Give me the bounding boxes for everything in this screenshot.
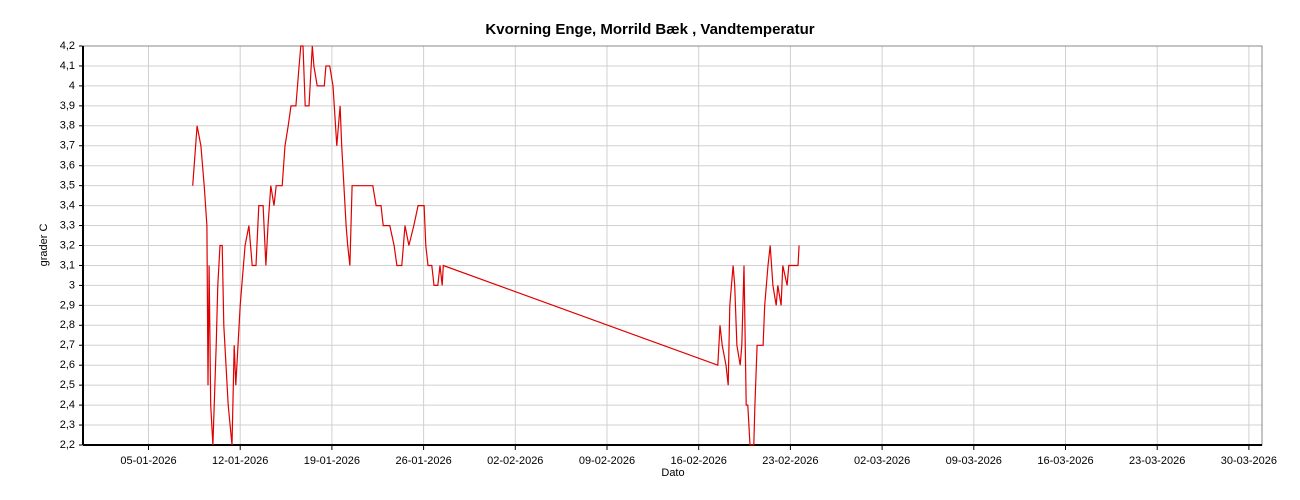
x-tick-label: 23-02-2026 xyxy=(762,455,818,467)
y-tick-label: 2,4 xyxy=(60,399,75,411)
y-tick-label: 4,2 xyxy=(60,40,75,52)
x-tick-label: 16-02-2026 xyxy=(671,455,727,467)
x-tick-label: 09-02-2026 xyxy=(579,455,635,467)
y-tick-label: 3,8 xyxy=(60,120,75,132)
y-axis-label: grader C xyxy=(38,224,50,267)
y-tick-label: 2,3 xyxy=(60,419,75,431)
y-tick-label: 3,4 xyxy=(60,200,75,212)
x-tick-label: 12-01-2026 xyxy=(212,455,268,467)
y-tick-label: 2,7 xyxy=(60,339,75,351)
x-axis-label: Dato xyxy=(661,467,684,479)
y-tick-label: 4,1 xyxy=(60,60,75,72)
x-tick-label: 19-01-2026 xyxy=(304,455,360,467)
x-tick-label: 26-01-2026 xyxy=(395,455,451,467)
y-tick-label: 3,3 xyxy=(60,219,75,231)
y-tick-label: 3,5 xyxy=(60,180,75,192)
chart-title: Kvorning Enge, Morrild Bæk , Vandtempera… xyxy=(485,21,814,38)
y-tick-label: 2,9 xyxy=(60,299,75,311)
x-tick-label: 30-03-2026 xyxy=(1221,455,1277,467)
x-tick-label: 09-03-2026 xyxy=(946,455,1002,467)
y-tick-label: 2,2 xyxy=(60,439,75,451)
y-tick-label: 4 xyxy=(69,80,75,92)
data-line xyxy=(192,45,800,446)
x-tick-label: 23-03-2026 xyxy=(1129,455,1185,467)
y-tick-label: 3 xyxy=(69,279,75,291)
y-tick-label: 3,2 xyxy=(60,239,75,251)
x-tick-label: 02-02-2026 xyxy=(487,455,543,467)
x-tick-label: 05-01-2026 xyxy=(120,455,176,467)
y-tick-label: 3,1 xyxy=(60,259,75,271)
y-tick-label: 2,5 xyxy=(60,379,75,391)
y-tick-label: 3,9 xyxy=(60,100,75,112)
y-tick-label: 2,6 xyxy=(60,359,75,371)
x-tick-label: 02-03-2026 xyxy=(854,455,910,467)
x-tick-label: 16-03-2026 xyxy=(1037,455,1093,467)
y-tick-label: 3,7 xyxy=(60,140,75,152)
y-tick-label: 3,6 xyxy=(60,160,75,172)
y-tick-label: 2,8 xyxy=(60,319,75,331)
